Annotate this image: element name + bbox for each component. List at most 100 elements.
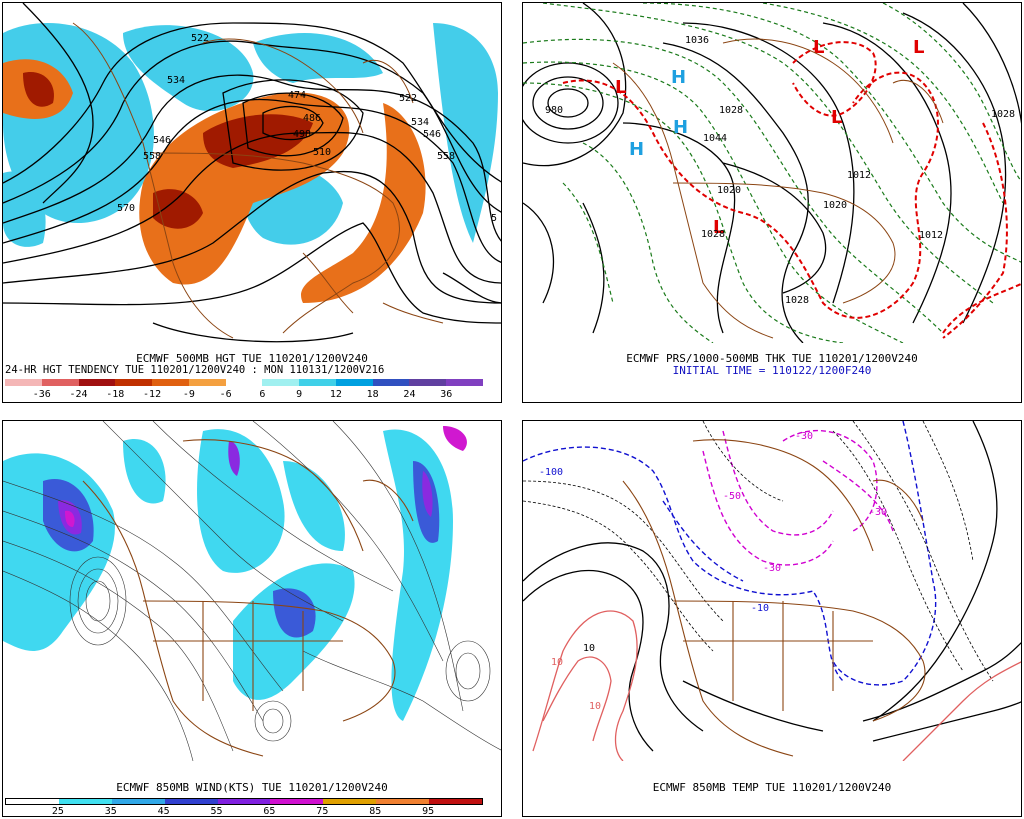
- contour-label: 534: [411, 117, 429, 128]
- colorbar-swatch: [372, 379, 410, 386]
- continent-outline: [72, 22, 444, 339]
- panel-850mb-temp: -100 -50 -30 -30 -30 -10 10 10 10 ECMWF …: [522, 420, 1022, 817]
- map-850mb-wind: [3, 421, 501, 761]
- thickness-540-line: [562, 41, 1021, 339]
- contour-labels: -100 -50 -30 -30 -30 -10 10 10 10: [539, 431, 887, 712]
- height-contours: [3, 3, 501, 343]
- colorbar-label: 24: [403, 389, 416, 400]
- colorbar-swatch: [164, 799, 218, 804]
- contour-label: 570: [117, 203, 135, 214]
- colorbar-label: -18: [106, 389, 125, 400]
- map-500mb: 522 534 546 558 570 474 486 498 510 522 …: [3, 3, 501, 343]
- contour-label: 980: [545, 105, 563, 116]
- contour-label: 1012: [847, 170, 871, 181]
- thickness-contours: [523, 3, 1021, 343]
- contour-label: -30: [763, 563, 781, 574]
- colorbar-label: 18: [366, 389, 379, 400]
- colorbar-swatch: [58, 799, 112, 804]
- colorbar-swatch: [5, 379, 42, 386]
- contour-label: 558: [143, 151, 161, 162]
- colorbar-swatch: [78, 379, 116, 386]
- contour-label: 1028: [991, 109, 1015, 120]
- contour-label: 1012: [919, 230, 943, 241]
- colorbar-label: 9: [296, 389, 303, 400]
- colorbar-label: -6: [219, 389, 232, 400]
- contour-label: 498: [293, 129, 311, 140]
- colorbar-label: -12: [143, 389, 162, 400]
- low-marker: L: [913, 37, 924, 58]
- contour-label: -30: [869, 507, 887, 518]
- tendency-colorbar-labels: -36 -24 -18 -12 -9 -6 6 9 12 18 24 36: [5, 389, 483, 401]
- tendency-negative-fill: [3, 59, 426, 303]
- contour-label: 534: [167, 75, 185, 86]
- colorbar-swatch: [6, 799, 59, 804]
- colorbar-swatch: [225, 379, 263, 386]
- continent-outline: [622, 439, 926, 757]
- contour-labels: 980 1036 1044 1028 1020 1012 1028 1028 1…: [545, 35, 1015, 306]
- colorbar-label: 65: [263, 806, 276, 817]
- colorbar-label: 75: [316, 806, 329, 817]
- low-marker: L: [713, 217, 724, 238]
- colorbar-swatch: [188, 379, 226, 386]
- panel-850mb-wind: ECMWF 850MB WIND(KTS) TUE 110201/1200V24…: [2, 420, 502, 817]
- wind-colorbar: [5, 798, 483, 805]
- colorbar-swatch: [217, 799, 271, 804]
- contour-label: 1020: [717, 185, 741, 196]
- colorbar-swatch: [270, 799, 324, 804]
- temp-pink-contours: [532, 610, 1021, 761]
- contour-label: 522: [191, 33, 209, 44]
- high-marker: H: [629, 139, 644, 160]
- streamlines: [3, 421, 501, 761]
- contour-label: 1028: [701, 229, 725, 240]
- colorbar-swatch: [323, 799, 377, 804]
- temp-black-contours: [523, 421, 994, 682]
- colorbar-label: 36: [440, 389, 453, 400]
- low-marker: L: [615, 77, 626, 98]
- contour-label: 546: [423, 129, 441, 140]
- contour-label: 558: [437, 151, 455, 162]
- colorbar-swatch: [299, 379, 336, 386]
- temp-warm-contours: [523, 421, 1021, 752]
- colorbar-swatch: [446, 379, 483, 386]
- colorbar-swatch: [409, 379, 447, 386]
- panel-title: ECMWF 850MB TEMP TUE 110201/1200V240: [652, 781, 892, 794]
- temp-magenta-contours: [702, 429, 894, 566]
- contour-labels: 522 534 546 558 570 474 486 498 510 522 …: [117, 33, 497, 224]
- panel-subtitle: 24-HR HGT TENDENCY TUE 110201/1200V240 :…: [5, 364, 385, 376]
- contour-label: 522: [399, 93, 417, 104]
- high-marker: H: [673, 117, 688, 138]
- high-marker: H: [671, 67, 686, 88]
- low-marker: L: [831, 107, 842, 128]
- contour-label: 1036: [685, 35, 709, 46]
- contour-label: 10: [551, 657, 563, 668]
- continent-outline: [82, 439, 414, 757]
- wind-speed-fill: [3, 426, 467, 721]
- colorbar-swatch: [376, 799, 430, 804]
- tendency-colorbar: [5, 379, 483, 386]
- colorbar-label: 6: [259, 389, 266, 400]
- colorbar-label: 45: [157, 806, 170, 817]
- contour-label: -100: [539, 467, 563, 478]
- panel-title: ECMWF 500MB HGT TUE 110201/1200V240: [136, 352, 368, 365]
- contour-label: -10: [751, 603, 769, 614]
- colorbar-label: -36: [32, 389, 51, 400]
- panel-pressure-thickness: H H H L L L L L 980 1036 1044 1028 1020 …: [522, 2, 1022, 403]
- temp-cold-contours: [523, 421, 937, 686]
- panel-subtitle: INITIAL TIME = 110122/1200F240: [672, 364, 872, 377]
- colorbar-label: 95: [422, 806, 435, 817]
- continent-outline: [612, 38, 944, 339]
- colorbar-swatch: [335, 379, 373, 386]
- contour-label: 1028: [785, 295, 809, 306]
- contour-label: 546: [153, 135, 171, 146]
- contour-label: -50: [723, 491, 741, 502]
- colorbar-swatch: [429, 799, 483, 804]
- pressure-contours: [523, 3, 1021, 343]
- contour-label: 510: [313, 147, 331, 158]
- colorbar-swatch: [115, 379, 153, 386]
- colorbar-swatch: [262, 379, 300, 386]
- panel-500mb-height: 522 534 546 558 570 474 486 498 510 522 …: [2, 2, 502, 403]
- contour-label: 474: [288, 90, 306, 101]
- colorbar-label: 25: [51, 806, 64, 817]
- colorbar-label: 35: [104, 806, 117, 817]
- wind-colorbar-labels: 25 35 45 55 65 75 85 95: [5, 806, 483, 817]
